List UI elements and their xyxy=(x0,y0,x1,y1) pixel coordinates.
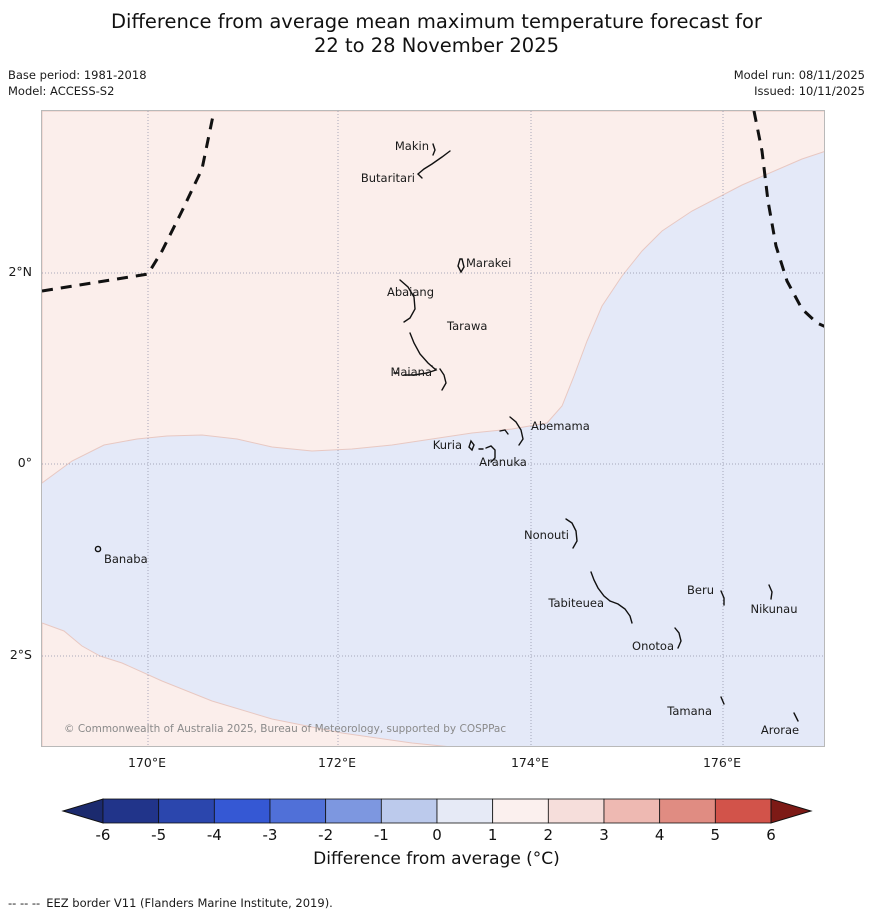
eez-border-line xyxy=(42,111,824,328)
island-label-banaba: Banaba xyxy=(104,552,148,566)
island-label-nikunau: Nikunau xyxy=(750,602,798,616)
colorbar-tick-label: 2 xyxy=(543,826,553,844)
colorbar-segment[interactable] xyxy=(714,798,771,824)
colorbar-segment[interactable] xyxy=(658,798,716,824)
issued-text: Issued: 10/11/2025 xyxy=(754,84,865,98)
colorbar-segment[interactable] xyxy=(157,798,215,824)
colorbar-segment[interactable] xyxy=(102,798,159,824)
meta-left: Base period: 1981-2018 Model: ACCESS-S2 xyxy=(8,67,147,99)
island-label-tamana: Tamana xyxy=(667,704,712,718)
colorbar-swatches[interactable]: -6 -5 -4 -3 -2 -1 0 1 2 3 4 5 6 xyxy=(57,795,817,845)
footer-legend: -- -- -- EEZ border V11 (Flanders Marine… xyxy=(8,896,333,910)
colorbar-segment[interactable] xyxy=(436,798,493,824)
title-line-1: Difference from average mean maximum tem… xyxy=(111,10,762,33)
meta-right: Model run: 08/11/2025 Issued: 10/11/2025 xyxy=(734,67,865,99)
x-tick-label: 170°E xyxy=(127,755,166,770)
colorbar-tick-label: 1 xyxy=(487,826,497,844)
colorbar[interactable]: -6 -5 -4 -3 -2 -1 0 1 2 3 4 5 6 Difference from aver… xyxy=(0,795,873,869)
model-text: Model: ACCESS-S2 xyxy=(8,84,115,98)
title-line-2: 22 to 28 November 2025 xyxy=(313,34,560,57)
island-label-makin: Makin xyxy=(394,139,429,153)
base-period-text: Base period: 1981-2018 xyxy=(8,68,147,82)
colorbar-tick-label: -3 xyxy=(262,826,277,844)
map-canvas xyxy=(42,111,824,746)
colorbar-segment[interactable] xyxy=(547,798,604,824)
island-label-arorae: Arorae xyxy=(760,723,800,737)
page-title: Difference from average mean maximum tem… xyxy=(0,10,873,58)
warm-anomaly-region-north xyxy=(42,111,824,484)
colorbar-tick-label: -4 xyxy=(206,826,221,844)
island-label-butaritari: Butaritari xyxy=(360,171,415,185)
eez-legend-text: EEZ border V11 (Flanders Marine Institut… xyxy=(46,896,333,910)
colorbar-segment[interactable] xyxy=(213,798,270,824)
colorbar-tick-label: -5 xyxy=(151,826,166,844)
colorbar-tick-label: 6 xyxy=(766,826,776,844)
colorbar-segment[interactable] xyxy=(324,798,382,824)
colorbar-tick-label: -6 xyxy=(95,826,110,844)
x-tick-label: 174°E xyxy=(510,755,549,770)
x-tick-label: 176°E xyxy=(702,755,741,770)
colorbar-title: Difference from average (°C) xyxy=(313,849,560,869)
island-label-abemama: Abemama xyxy=(531,419,590,433)
map-credit-text: © Commonwealth of Australia 2025, Bureau… xyxy=(64,723,507,735)
island-label-maiana: Maiana xyxy=(390,365,432,379)
island-label-aranuka: Aranuka xyxy=(479,455,527,469)
colorbar-over-arrow xyxy=(770,798,813,824)
island-outlines xyxy=(94,143,799,722)
y-tick-label: 2°S xyxy=(9,647,32,662)
island-label-kuria: Kuria xyxy=(432,438,462,452)
y-tick-label: 2°N xyxy=(8,264,32,279)
forecast-map[interactable]: © Commonwealth of Australia 2025, Bureau… xyxy=(41,110,825,747)
colorbar-tick-label: 0 xyxy=(432,826,442,844)
x-tick-label: 172°E xyxy=(317,755,356,770)
island-label-nonouti: Nonouti xyxy=(524,528,569,542)
island-label-beru: Beru xyxy=(687,583,714,597)
colorbar-segment[interactable] xyxy=(603,798,660,824)
colorbar-tick-label: 5 xyxy=(710,826,720,844)
colorbar-tick-label: 3 xyxy=(599,826,609,844)
colorbar-segment[interactable] xyxy=(380,798,437,824)
island-label-marakei: Marakei xyxy=(466,256,512,270)
y-tick-label: 0° xyxy=(17,455,32,470)
warm-anomaly-region-south xyxy=(42,622,448,746)
island-label-tarawa: Tarawa xyxy=(447,319,488,333)
eez-dash-sample: -- -- -- xyxy=(8,896,41,910)
island-label-abaiang: Abaiang xyxy=(386,285,434,299)
map-gridlines xyxy=(42,111,824,746)
island-label-onotoa: Onotoa xyxy=(632,639,674,653)
colorbar-under-arrow xyxy=(60,798,103,824)
colorbar-segment[interactable] xyxy=(269,798,326,824)
colorbar-tick-label: 4 xyxy=(654,826,664,844)
island-label-tabiteuea: Tabiteuea xyxy=(548,596,604,610)
model-run-text: Model run: 08/11/2025 xyxy=(733,68,865,82)
colorbar-tick-label: -2 xyxy=(318,826,333,844)
colorbar-tick-label: -1 xyxy=(373,826,388,844)
colorbar-segment[interactable] xyxy=(491,798,549,824)
